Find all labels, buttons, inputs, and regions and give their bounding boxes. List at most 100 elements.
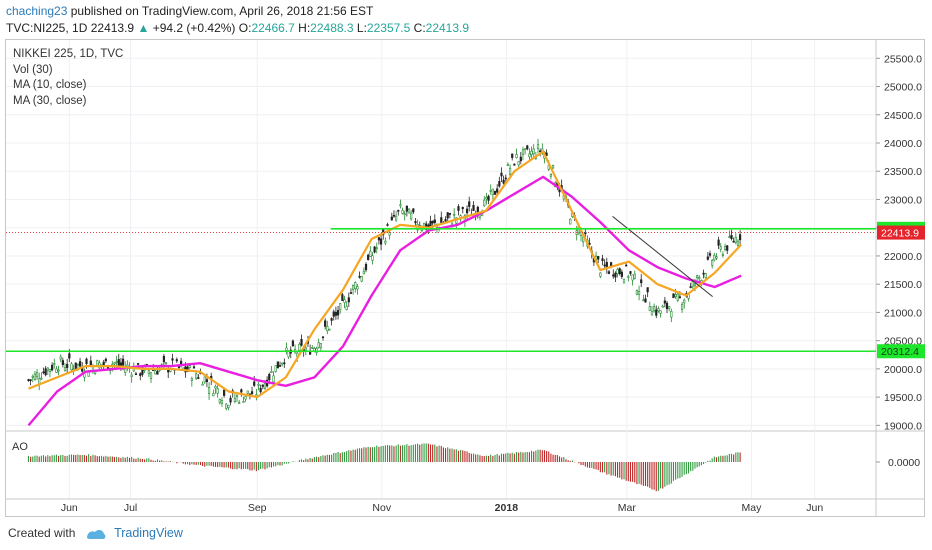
candle-body	[147, 370, 150, 375]
ao-tick-label: 0.0000	[888, 457, 920, 469]
x-tick-label: Sep	[248, 502, 267, 514]
candle-body	[40, 377, 43, 380]
candle-body	[42, 371, 45, 374]
candle-body	[444, 219, 447, 222]
legend-ma30[interactable]: MA (30, close)	[13, 94, 87, 107]
candle-body	[259, 387, 262, 393]
candle-body	[513, 163, 516, 166]
candle-body	[493, 191, 497, 195]
candle-body	[339, 303, 342, 310]
candle-body	[268, 373, 271, 381]
x-tick-label: Nov	[372, 502, 391, 514]
candle-body	[616, 268, 619, 275]
candle-body	[569, 218, 572, 225]
candle-body	[678, 296, 682, 299]
candle-body	[373, 246, 376, 253]
candle-body	[414, 221, 417, 224]
candle-body	[629, 271, 632, 274]
candle-body	[457, 206, 460, 211]
candle-body	[76, 363, 80, 366]
candle-body	[670, 311, 673, 318]
chart-legend: NIKKEI 225, 1D, TVC Vol (30) MA (10, clo…	[13, 47, 123, 109]
y-tick-label: 23000.0	[884, 194, 922, 206]
candle-body	[659, 310, 662, 314]
candle-body	[263, 382, 267, 389]
candle-body	[487, 195, 490, 201]
candle-body	[607, 271, 611, 274]
level-price-tag	[877, 344, 925, 359]
legend-ma10[interactable]: MA (10, close)	[13, 79, 87, 91]
candle-body	[137, 363, 140, 365]
candle-body	[683, 299, 686, 304]
candle-body	[614, 272, 617, 278]
candle-body	[177, 366, 181, 368]
candle-body	[369, 250, 372, 257]
candle-body	[446, 212, 449, 219]
chart-frame[interactable]	[5, 39, 925, 517]
candle-body	[341, 294, 344, 301]
y-tick-label: 19500.0	[884, 392, 922, 404]
candle-body	[205, 379, 209, 382]
candle-body	[384, 240, 387, 244]
y-tick-label: 23500.0	[884, 166, 922, 178]
candle-body	[551, 164, 555, 169]
candle-body	[483, 199, 486, 207]
candle-body	[648, 306, 651, 311]
candle-body	[504, 177, 507, 180]
candle-body	[530, 151, 533, 155]
candle-body	[319, 343, 322, 349]
legend-volume[interactable]: Vol (30)	[13, 63, 53, 76]
candle-body	[89, 360, 92, 366]
candle-body	[496, 188, 499, 193]
candle-body	[300, 338, 303, 346]
candle-body	[104, 358, 107, 362]
candle-body	[117, 359, 120, 366]
low-value: 22357.5	[366, 21, 411, 35]
candle-body	[650, 311, 654, 316]
candle-body	[285, 347, 288, 351]
candle-body	[603, 264, 606, 267]
candle-body	[625, 264, 628, 267]
candle-body	[162, 355, 166, 363]
candle-body	[407, 208, 411, 214]
candle-body	[620, 271, 623, 277]
candle-body	[253, 381, 256, 386]
ao-legend[interactable]: AO	[12, 441, 28, 453]
candle-body	[472, 204, 475, 211]
candle-body	[627, 276, 630, 278]
change-value: +94.2 (+0.42%)	[152, 21, 236, 35]
candle-body	[274, 365, 277, 372]
candle-body	[403, 213, 406, 216]
candle-body	[715, 256, 718, 259]
candle-body	[246, 390, 249, 394]
candle-body	[227, 405, 230, 408]
candle-body	[485, 197, 488, 200]
x-tick-label: Mar	[618, 502, 637, 514]
candle-body	[201, 383, 204, 386]
candle-body	[655, 309, 658, 316]
legend-symbol[interactable]: NIKKEI 225, 1D, TVC	[13, 48, 124, 60]
candle-body	[704, 273, 707, 279]
tradingview-link[interactable]: TradingView	[114, 526, 183, 540]
candle-body	[739, 234, 742, 241]
candle-body	[218, 398, 221, 403]
publisher-username[interactable]: chaching23	[6, 4, 68, 18]
candle-body	[115, 361, 118, 363]
candle-body	[706, 256, 709, 260]
candle-body	[156, 371, 159, 375]
candle-body	[390, 216, 393, 221]
candle-body	[53, 363, 56, 365]
candle-body	[291, 340, 295, 347]
candle-body	[539, 150, 542, 153]
candle-body	[126, 364, 129, 367]
candle-body	[78, 361, 82, 367]
x-tick-label: Jun	[61, 502, 78, 514]
symbol-label: TVC:NI225, 1D	[6, 21, 88, 35]
candle-body	[468, 201, 471, 207]
candle-body	[203, 376, 206, 383]
candle-body	[498, 181, 501, 187]
x-tick-label: 2018	[495, 502, 519, 514]
candle-body	[354, 282, 357, 289]
candle-body	[356, 286, 359, 290]
